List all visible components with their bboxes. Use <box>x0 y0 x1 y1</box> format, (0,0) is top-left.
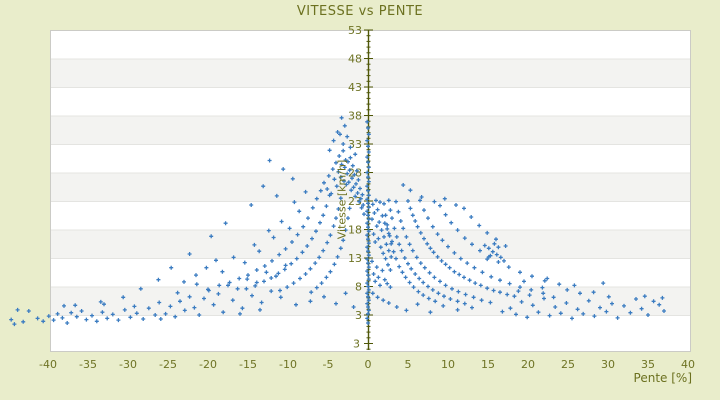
y-tick-label: 43 <box>348 81 362 94</box>
y-tick-label: 18 <box>348 224 362 237</box>
x-tick-label: 35 <box>641 358 655 371</box>
x-tick-label: 15 <box>481 358 495 371</box>
x-tick-label: -5 <box>323 358 334 371</box>
x-tick-label: -40 <box>39 358 57 371</box>
y-tick-label: 3 <box>355 309 362 322</box>
grid-band <box>50 58 691 87</box>
data-points <box>9 115 666 327</box>
x-tick-label: -20 <box>199 358 217 371</box>
grid-band <box>50 115 691 144</box>
y-axis-origin-label: 3 <box>353 338 360 351</box>
chart-title: VITESSE vs PENTE <box>296 4 424 19</box>
x-tick-label: 25 <box>561 358 575 371</box>
x-tick-label: 10 <box>441 358 455 371</box>
x-tick-label: 20 <box>521 358 535 371</box>
x-tick-label: -25 <box>159 358 177 371</box>
x-tick-label: -30 <box>119 358 137 371</box>
y-tick-label: 13 <box>348 252 362 265</box>
x-tick-label: 30 <box>601 358 615 371</box>
x-tick-label: 0 <box>365 358 372 371</box>
x-tick-label: 5 <box>405 358 412 371</box>
y-tick-label: 38 <box>348 110 362 123</box>
y-tick-label: 8 <box>355 281 362 294</box>
x-tick-label: -35 <box>79 358 97 371</box>
x-tick-label: 40 <box>681 358 695 371</box>
y-tick-label: 23 <box>348 195 362 208</box>
y-tick-label: 53 <box>348 24 362 37</box>
x-tick-label: -15 <box>239 358 257 371</box>
x-tick-label: -10 <box>279 358 297 371</box>
x-axis-title: Pente [%] <box>633 371 692 385</box>
y-tick-label: 48 <box>348 53 362 66</box>
grid-band <box>50 172 691 201</box>
y-axis-title: Vitesse [km/h] <box>335 159 349 240</box>
